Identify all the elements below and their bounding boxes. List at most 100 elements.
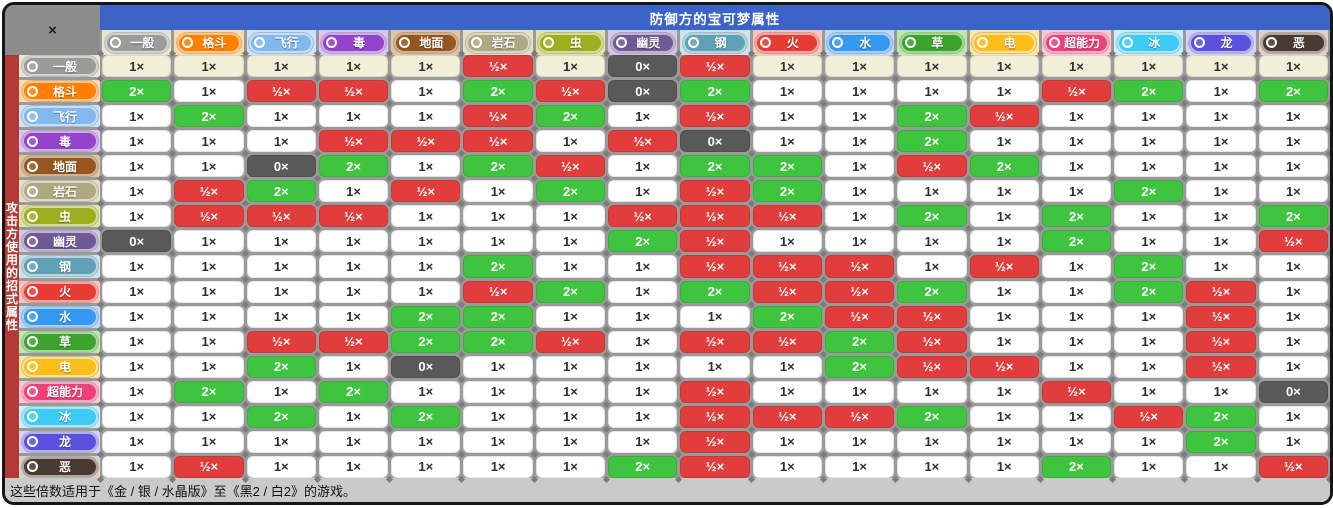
matchup-cell-normal-vs-normal: 1× bbox=[102, 55, 172, 78]
matchup-cell-grass-vs-ground: 2× bbox=[391, 330, 461, 353]
defending-axis-title: 防御方的宝可梦属性 bbox=[100, 5, 1330, 30]
type-pill-electric[interactable]: 电 bbox=[972, 32, 1037, 53]
type-pill-steel[interactable]: 钢 bbox=[21, 256, 98, 277]
matchup-cell-bug-vs-ice: 1× bbox=[1114, 205, 1184, 228]
type-pill-dragon[interactable]: 龙 bbox=[1188, 32, 1254, 53]
matchup-cell-ghost-vs-poison: 1× bbox=[318, 230, 389, 253]
type-pill-dragon[interactable]: 龙 bbox=[21, 431, 98, 452]
type-pill-ground[interactable]: 地面 bbox=[21, 156, 98, 177]
type-pill-psychic[interactable]: 超能力 bbox=[21, 381, 98, 402]
type-pill-fighting[interactable]: 格斗 bbox=[21, 81, 98, 102]
type-pill-ghost[interactable]: 幽灵 bbox=[21, 231, 98, 252]
type-label: 地面 bbox=[52, 159, 77, 174]
matchup-cell-bug-vs-normal: 1× bbox=[102, 205, 172, 228]
column-header-poison: 毒 bbox=[318, 30, 389, 55]
matchup-cell-ice-vs-ice: ½× bbox=[1114, 405, 1184, 428]
matchup-cell-ghost-vs-electric: 1× bbox=[969, 230, 1039, 253]
matchup-cell-dragon-vs-rock: 1× bbox=[463, 430, 533, 453]
matchup-cell-psychic-vs-grass: 1× bbox=[897, 380, 967, 403]
matchup-cell-bug-vs-fire: ½× bbox=[752, 205, 822, 228]
grid-dot bbox=[964, 75, 972, 83]
matchup-cell-bug-vs-dark: 2× bbox=[1258, 205, 1328, 228]
type-label: 草 bbox=[931, 36, 944, 50]
matchup-cell-normal-vs-electric: 1× bbox=[969, 55, 1039, 78]
type-pill-fire[interactable]: 火 bbox=[755, 32, 820, 53]
matchup-cell-steel-vs-rock: 2× bbox=[463, 255, 533, 278]
matchup-cell-fire-vs-bug: 2× bbox=[535, 280, 606, 303]
matchup-cell-grass-vs-ice: 1× bbox=[1114, 330, 1184, 353]
type-pill-normal[interactable]: 一般 bbox=[104, 32, 169, 53]
type-pill-water[interactable]: 水 bbox=[21, 306, 98, 327]
matchup-cell-ice-vs-electric: 1× bbox=[969, 405, 1039, 428]
matchup-cell-rock-vs-flying: 2× bbox=[246, 180, 316, 203]
type-pill-flying[interactable]: 飞行 bbox=[249, 32, 314, 53]
type-pill-ice[interactable]: 冰 bbox=[21, 406, 98, 427]
type-label: 电 bbox=[58, 360, 71, 375]
matchup-cell-steel-vs-grass: 1× bbox=[897, 255, 967, 278]
type-pill-steel[interactable]: 钢 bbox=[682, 32, 748, 53]
matchup-cell-rock-vs-normal: 1× bbox=[102, 180, 172, 203]
type-pill-rock[interactable]: 岩石 bbox=[21, 181, 98, 202]
matchup-cell-dragon-vs-flying: 1× bbox=[246, 430, 316, 453]
grid-dot bbox=[1253, 350, 1261, 358]
type-pill-poison[interactable]: 毒 bbox=[321, 32, 386, 53]
matchup-cell-rock-vs-poison: 1× bbox=[318, 180, 389, 203]
matchup-cell-electric-vs-dragon: ½× bbox=[1186, 355, 1256, 378]
matchup-cell-dragon-vs-bug: 1× bbox=[535, 430, 606, 453]
close-icon[interactable]: × bbox=[48, 21, 57, 39]
matchup-cell-normal-vs-ice: 1× bbox=[1114, 55, 1184, 78]
water-type-icon bbox=[26, 311, 38, 323]
type-pill-water[interactable]: 水 bbox=[827, 32, 892, 53]
matchup-cell-flying-vs-ghost: 1× bbox=[608, 105, 678, 128]
matchup-cell-steel-vs-steel: ½× bbox=[680, 255, 750, 278]
matchup-cell-ghost-vs-steel: ½× bbox=[680, 230, 750, 253]
matchup-cell-bug-vs-psychic: 2× bbox=[1041, 205, 1112, 228]
matchup-cell-ice-vs-fighting: 1× bbox=[174, 405, 244, 428]
grid-dot bbox=[747, 350, 755, 358]
matchup-cell-ice-vs-steel: ½× bbox=[680, 405, 750, 428]
matchup-cell-poison-vs-steel: 0× bbox=[680, 130, 750, 153]
flying-type-icon bbox=[26, 110, 38, 122]
type-pill-grass[interactable]: 草 bbox=[21, 331, 98, 352]
matchup-cell-poison-vs-ghost: ½× bbox=[608, 130, 678, 153]
type-pill-normal[interactable]: 一般 bbox=[21, 56, 98, 77]
matchup-cell-flying-vs-water: 1× bbox=[824, 105, 895, 128]
electric-type-icon bbox=[977, 37, 989, 48]
matchup-cell-fire-vs-ghost: 1× bbox=[608, 280, 678, 303]
grid-dot bbox=[747, 425, 755, 433]
matchup-cell-fighting-vs-ground: 1× bbox=[391, 80, 461, 103]
grid-dot bbox=[1325, 100, 1330, 108]
type-label: 冰 bbox=[1148, 36, 1161, 50]
matchup-cell-normal-vs-dragon: 1× bbox=[1186, 55, 1256, 78]
type-pill-dark[interactable]: 恶 bbox=[1261, 32, 1326, 53]
matchup-cell-water-vs-fire: 2× bbox=[752, 305, 822, 328]
matchup-cell-ghost-vs-psychic: 2× bbox=[1041, 230, 1112, 253]
type-pill-ground[interactable]: 地面 bbox=[393, 32, 458, 53]
column-header-dragon: 龙 bbox=[1186, 30, 1256, 55]
type-pill-dark[interactable]: 恶 bbox=[21, 456, 98, 477]
grid-dot bbox=[1325, 225, 1330, 233]
type-pill-bug[interactable]: 虫 bbox=[538, 32, 603, 53]
matchup-cell-psychic-vs-normal: 1× bbox=[102, 380, 172, 403]
grid-dot bbox=[1036, 275, 1044, 283]
attack-axis-label-char: 用 bbox=[5, 252, 18, 267]
type-pill-electric[interactable]: 电 bbox=[21, 356, 98, 377]
type-pill-ice[interactable]: 冰 bbox=[1116, 32, 1181, 53]
type-pill-poison[interactable]: 毒 bbox=[21, 131, 98, 152]
type-pill-fighting[interactable]: 格斗 bbox=[176, 32, 242, 53]
type-pill-bug[interactable]: 虫 bbox=[21, 206, 98, 227]
matchup-cell-dragon-vs-poison: 1× bbox=[318, 430, 389, 453]
type-pill-fire[interactable]: 火 bbox=[21, 281, 98, 302]
column-header-ground: 地面 bbox=[391, 30, 461, 55]
matchup-cell-water-vs-grass: ½× bbox=[897, 305, 967, 328]
matchup-cell-flying-vs-dark: 1× bbox=[1258, 105, 1328, 128]
type-pill-psychic[interactable]: 超能力 bbox=[1044, 32, 1109, 53]
matchup-cell-electric-vs-fighting: 1× bbox=[174, 355, 244, 378]
type-pill-flying[interactable]: 飞行 bbox=[21, 106, 98, 127]
type-pill-ghost[interactable]: 幽灵 bbox=[610, 32, 675, 53]
type-pill-rock[interactable]: 岩石 bbox=[465, 32, 531, 53]
type-pill-grass[interactable]: 草 bbox=[899, 32, 965, 53]
matchup-cell-ghost-vs-bug: 1× bbox=[535, 230, 606, 253]
matchup-cell-steel-vs-fire: ½× bbox=[752, 255, 822, 278]
grid-dot bbox=[241, 275, 249, 283]
